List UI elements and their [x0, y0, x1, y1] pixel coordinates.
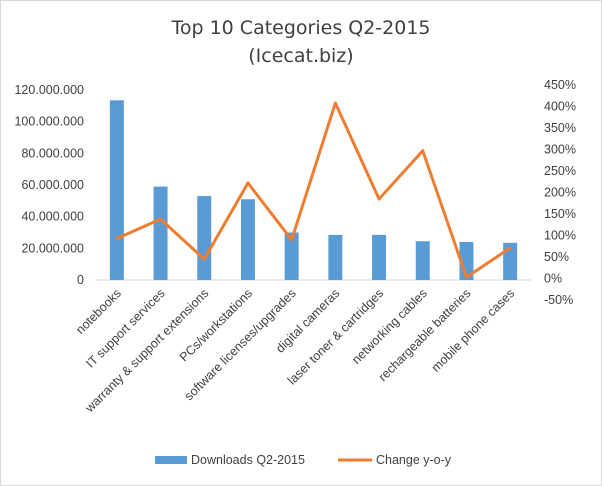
- legend-label-change: Change y-o-y: [376, 453, 452, 467]
- y-right-tick-label: 400%: [544, 100, 576, 114]
- line-point: [421, 149, 425, 153]
- y-left-tick-label: 20.000.000: [21, 241, 84, 255]
- line-series: [115, 101, 512, 279]
- axes: 0 20.000.000 40.000.000 60.000.000 80.000.00…: [14, 78, 576, 307]
- line-point: [290, 238, 294, 242]
- y-right-tick-label: 250%: [544, 164, 576, 178]
- bar: [109, 100, 124, 281]
- y-right-tick-label: 50%: [544, 250, 569, 264]
- legend-swatch-downloads: [155, 456, 187, 464]
- line-point: [202, 257, 206, 261]
- y-right-tick-label: 200%: [544, 186, 576, 200]
- y-right-tick-label: 450%: [544, 78, 576, 92]
- y-left-tick-label: 100.000.000: [14, 115, 84, 129]
- bar: [197, 196, 212, 280]
- line-point: [159, 217, 163, 221]
- y-left-tick-label: 80.000.000: [21, 146, 84, 160]
- y-left-tick-label: 60.000.000: [21, 178, 84, 192]
- bar-series: [109, 100, 518, 281]
- line-point: [508, 246, 512, 250]
- bar: [284, 232, 299, 280]
- bar: [240, 199, 255, 280]
- line-point: [333, 101, 337, 105]
- legend-label-downloads: Downloads Q2-2015: [191, 453, 305, 467]
- y-right-tick-label: 150%: [544, 207, 576, 221]
- bar: [372, 234, 387, 280]
- y-right-tick-label: 300%: [544, 143, 576, 157]
- chart-subtitle: (Icecat.biz): [248, 45, 353, 67]
- line-point: [377, 197, 381, 201]
- y-right-tick-label: 0%: [544, 272, 562, 286]
- y-left-tick-label: 0: [77, 273, 84, 287]
- legend: Downloads Q2-2015 Change y-o-y: [155, 453, 452, 467]
- line-point: [115, 237, 119, 241]
- bar: [328, 234, 343, 280]
- line-point: [246, 181, 250, 185]
- bar: [153, 186, 168, 280]
- y-right-tick-label: 350%: [544, 121, 576, 135]
- chart-title: Top 10 Categories Q2-2015: [170, 17, 430, 39]
- y-right-tick-label: 100%: [544, 229, 576, 243]
- y-left-tick-label: 40.000.000: [21, 210, 84, 224]
- y-right-tick-label: -50%: [544, 293, 573, 307]
- line-point: [464, 275, 468, 279]
- y-left-tick-label: 120.000.000: [14, 83, 84, 97]
- change-line: [116, 101, 511, 279]
- bar: [415, 241, 430, 280]
